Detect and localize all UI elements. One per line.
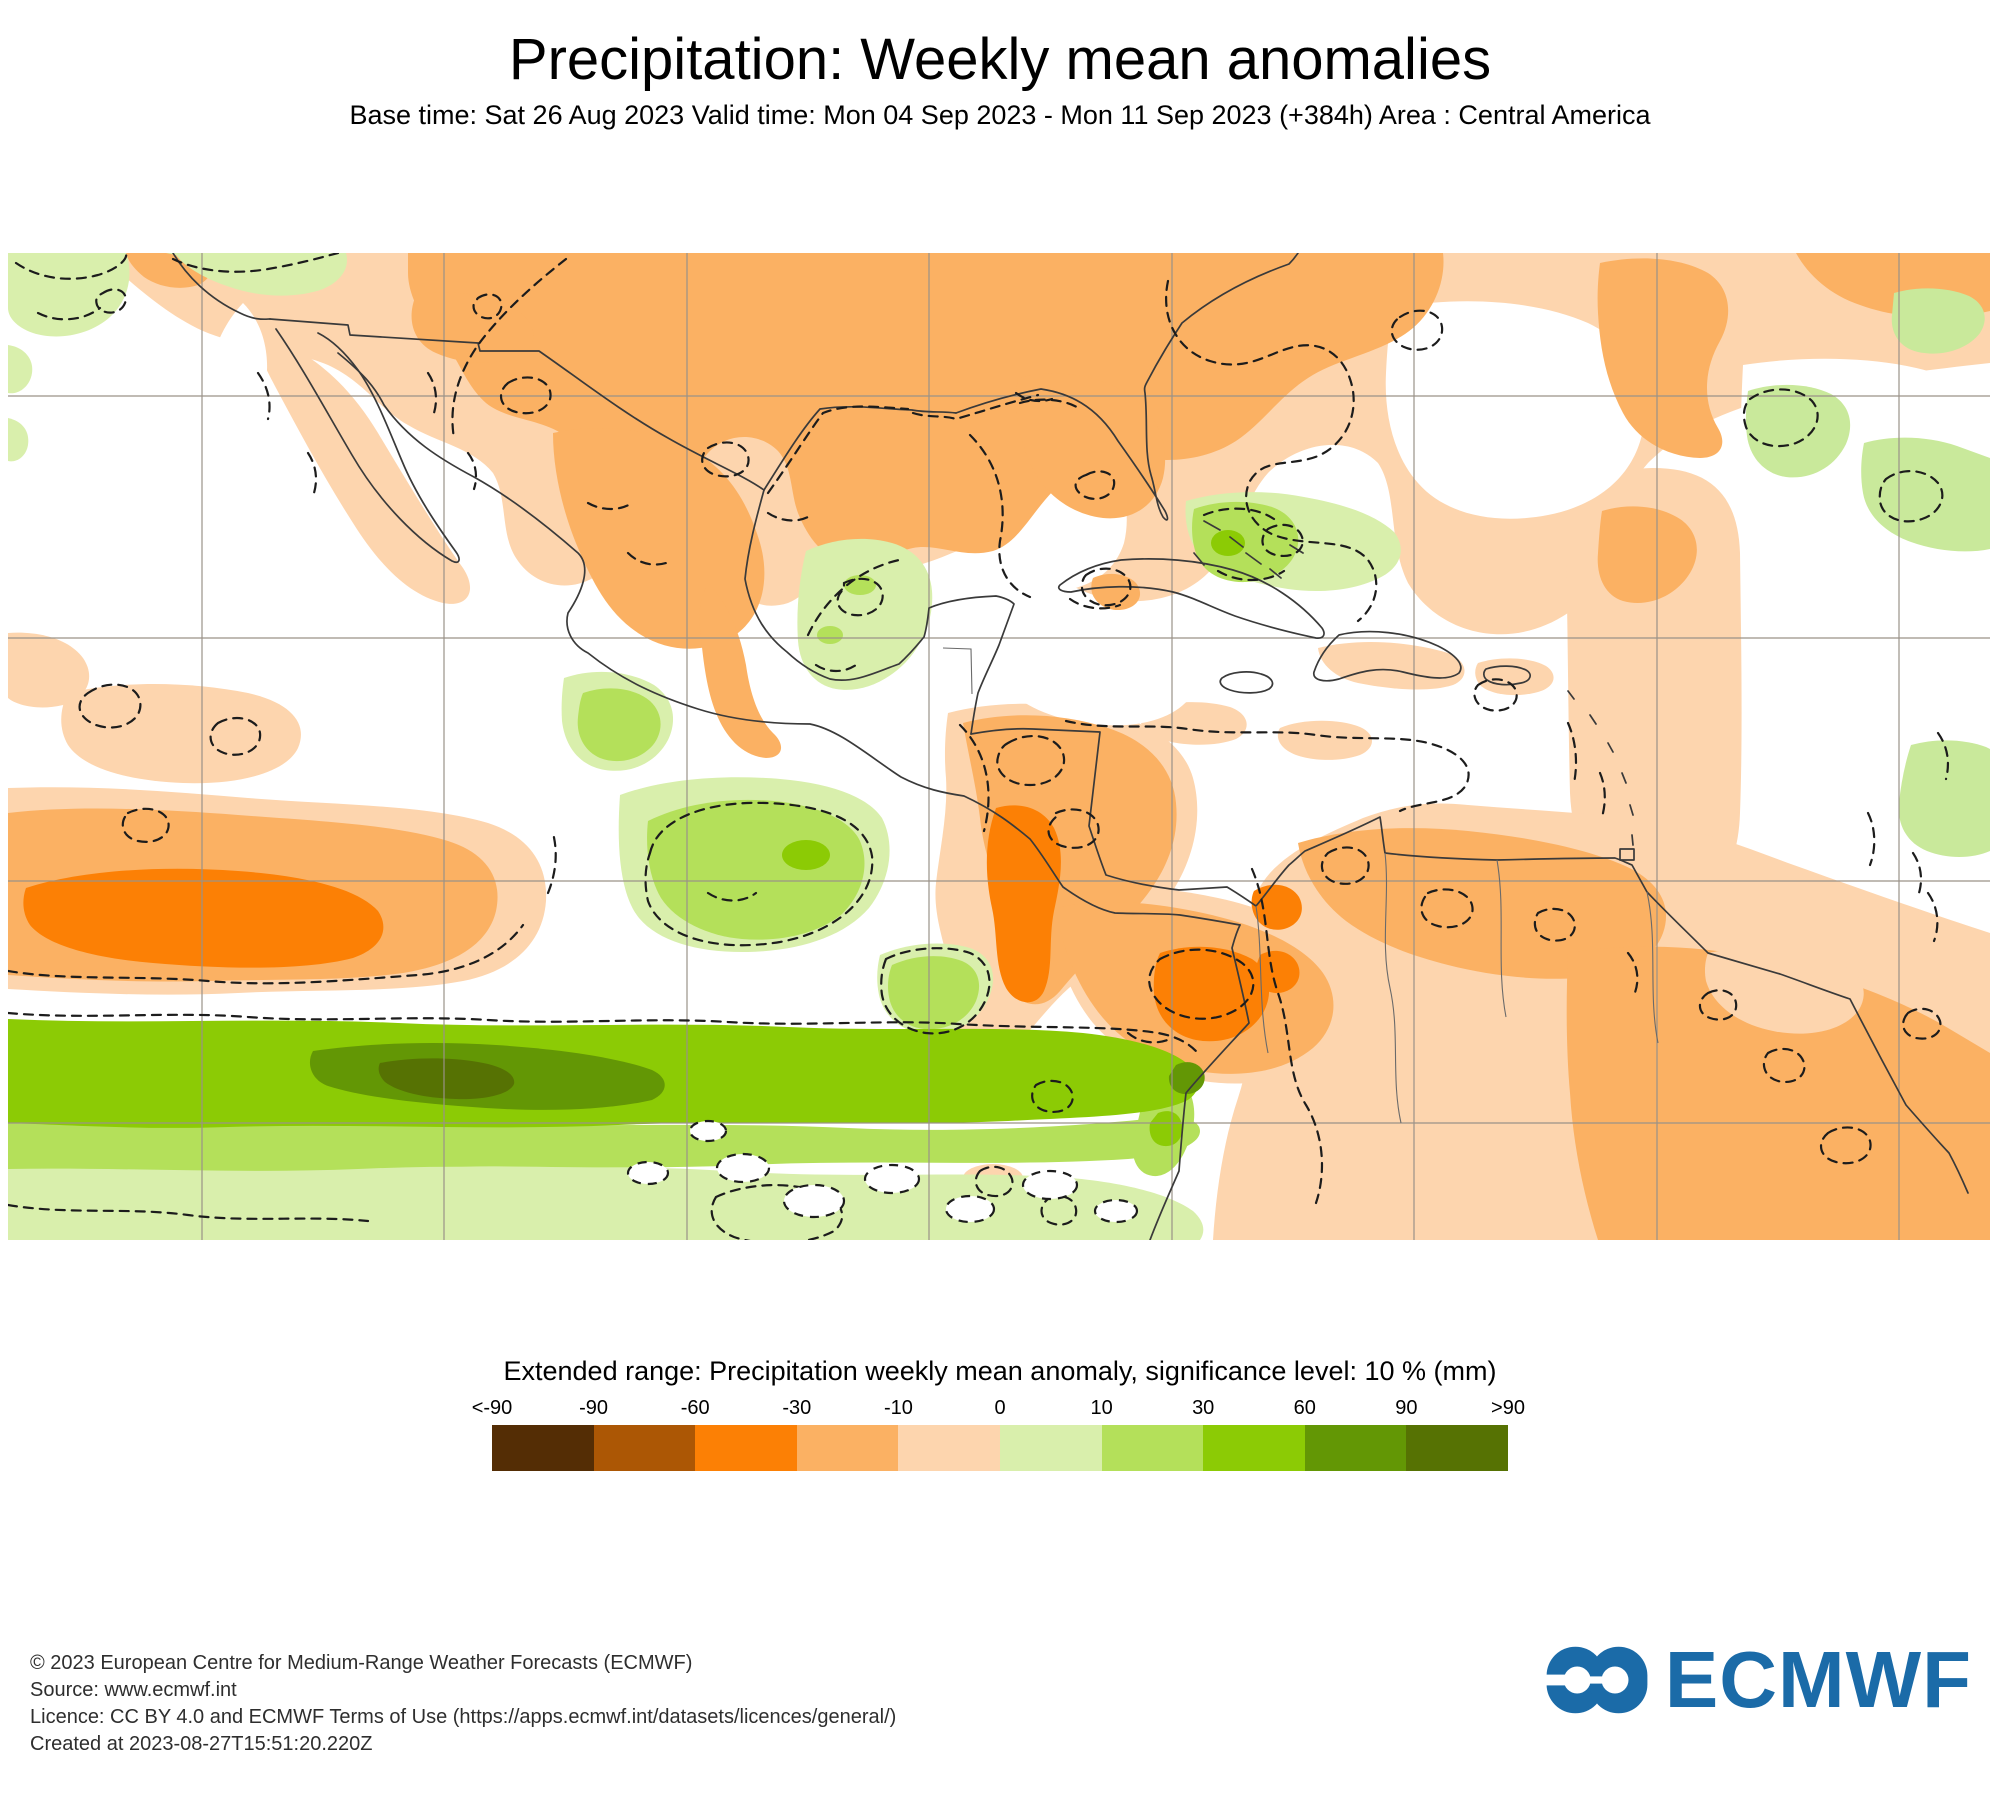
legend-swatch xyxy=(492,1425,594,1471)
page-subtitle: Base time: Sat 26 Aug 2023 Valid time: M… xyxy=(349,100,1651,130)
legend-swatch xyxy=(1203,1425,1305,1471)
legend-tick-label: -90 xyxy=(579,1397,609,1419)
legend-colorbar xyxy=(492,1425,1508,1471)
legend-tick-label: 10 xyxy=(1090,1397,1113,1419)
bahamas-islands xyxy=(1193,520,1304,579)
trinidad-island xyxy=(1619,848,1635,861)
significance-contour-layer xyxy=(8,253,1949,1240)
gridline-layer xyxy=(8,253,1990,1240)
cuba-coastline xyxy=(1057,558,1325,639)
legend-swatch xyxy=(999,1425,1102,1471)
central-america-caribbean-coastline xyxy=(970,727,1969,1194)
legend-title: Extended range: Precipitation weekly mea… xyxy=(503,1356,1497,1386)
page-title: Precipitation: Weekly mean anomalies xyxy=(508,27,1492,92)
strong-negative-anomaly-core xyxy=(23,868,384,968)
lesser-antilles-islands xyxy=(1567,690,1634,846)
legend-tick-label: <-90 xyxy=(471,1397,513,1419)
us-west-coastline xyxy=(172,253,271,321)
legend-swatch xyxy=(695,1425,797,1471)
legend-tick-label: -60 xyxy=(680,1397,710,1419)
legend-tick-row: <-90 -90 -60 -30 -10 0 10 30 60 90 >90 xyxy=(472,1397,1525,1423)
south-america-borders xyxy=(1255,852,1659,1124)
belize-border xyxy=(942,647,973,695)
ecmwf-logo-text: ECMWF xyxy=(1664,1635,1972,1724)
legend-tick-label: 60 xyxy=(1293,1397,1316,1419)
us-mexico-border xyxy=(269,318,765,491)
puerto-rico-coastline xyxy=(1483,665,1531,686)
anomaly-fill-layer xyxy=(8,253,1990,1240)
legend-swatch xyxy=(1406,1425,1508,1471)
baja-california-coastline xyxy=(275,328,460,564)
legend-swatch xyxy=(898,1425,1000,1471)
legend-tick-label: 30 xyxy=(1192,1397,1215,1419)
ecmwf-logo: ECMWF xyxy=(1542,1634,1972,1726)
map-canvas xyxy=(8,253,1990,1240)
footer-licence: Licence: CC BY 4.0 and ECMWF Terms of Us… xyxy=(30,1706,897,1728)
legend-tick-label: >90 xyxy=(1491,1397,1525,1419)
legend: Extended range: Precipitation weekly mea… xyxy=(0,1356,2000,1471)
legend-swatch xyxy=(796,1425,899,1471)
jamaica-coastline xyxy=(1219,671,1274,694)
footer-source: Source: www.ecmwf.int xyxy=(30,1679,237,1701)
legend-tick-label: 0 xyxy=(994,1397,1006,1419)
gulf-of-mexico-coastline xyxy=(744,489,1015,735)
legend-swatch xyxy=(1101,1425,1204,1471)
coastline-layer xyxy=(172,253,1969,1240)
hispaniola-coastline xyxy=(1313,630,1462,682)
footer-created-at: Created at 2023-08-27T15:51:20.220Z xyxy=(30,1733,373,1755)
anomaly-map xyxy=(8,253,1990,1240)
mexico-pacific-coastline xyxy=(337,352,1241,926)
florida-coastline xyxy=(955,253,1299,521)
legend-body: <-90 -90 -60 -30 -10 0 10 30 60 90 >90 xyxy=(472,1397,1525,1471)
legend-tick-label: -10 xyxy=(883,1397,913,1419)
legend-swatch xyxy=(593,1425,696,1471)
positive-anomaly-region xyxy=(8,253,130,337)
ecmwf-logo-emblem xyxy=(1542,1646,1648,1714)
legend-tick-label: 90 xyxy=(1395,1397,1418,1419)
footer-copyright: © 2023 European Centre for Medium-Range … xyxy=(30,1652,693,1674)
footer-attribution: © 2023 European Centre for Medium-Range … xyxy=(30,1650,896,1758)
legend-swatch xyxy=(1304,1425,1407,1471)
ecuador-coastline xyxy=(1149,924,1250,1240)
legend-tick-label: -30 xyxy=(782,1397,812,1419)
